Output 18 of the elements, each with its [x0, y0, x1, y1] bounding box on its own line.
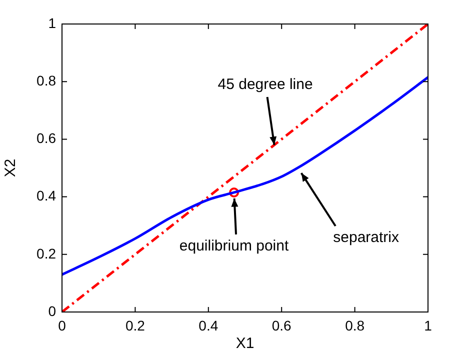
- x-tick-label: 0.6: [272, 317, 292, 334]
- y-tick-label: 0.6: [36, 130, 56, 146]
- x-tick-label: 0.4: [198, 317, 218, 334]
- y-tick-label: 0.2: [36, 245, 56, 262]
- x-tick-label: 0.8: [345, 317, 365, 334]
- line-series: [62, 76, 428, 276]
- x-tick-label: 1: [424, 317, 432, 334]
- y-axis-title: X2: [2, 158, 20, 178]
- y-tick-label: 0.4: [36, 188, 56, 204]
- annotation: separatrix: [333, 229, 400, 246]
- annotation: equilibrium point: [179, 238, 290, 255]
- x-tick-label: 0.2: [125, 317, 146, 334]
- annotation: 45 degree line: [218, 76, 313, 94]
- y-tick-label: 0: [48, 302, 56, 319]
- y-tick-label: 1: [48, 14, 56, 31]
- x-axis-title: X1: [236, 335, 254, 352]
- x-tick-label: 0: [58, 317, 66, 334]
- y-tick-label: 0.8: [36, 72, 56, 88]
